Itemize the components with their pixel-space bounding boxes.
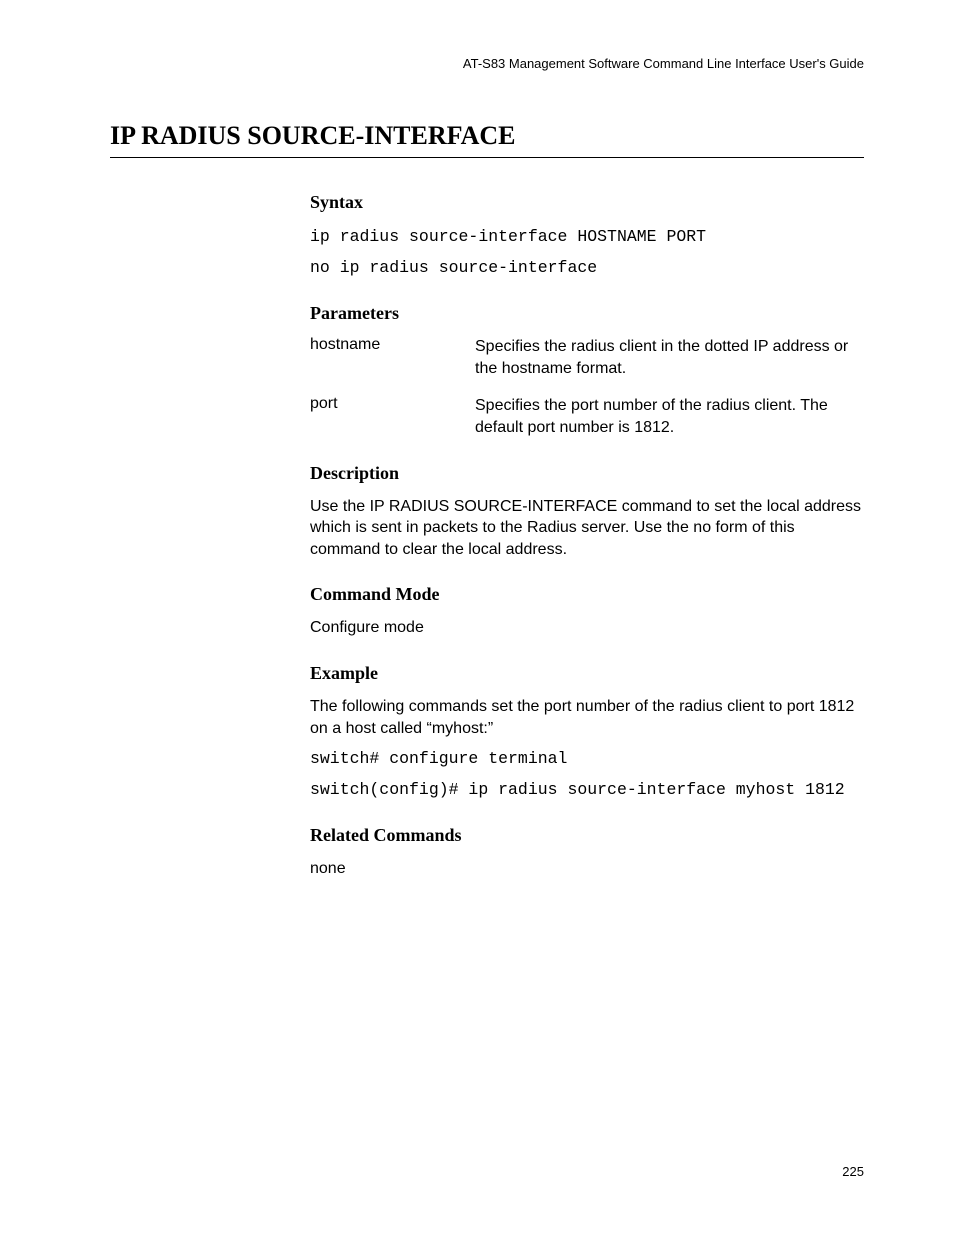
command-mode-heading: Command Mode — [310, 584, 864, 605]
parameter-name: hostname — [310, 336, 475, 379]
parameter-row: hostname Specifies the radius client in … — [310, 336, 864, 379]
example-heading: Example — [310, 663, 864, 684]
description-text: Use the IP RADIUS SOURCE-INTERFACE comma… — [310, 496, 864, 561]
syntax-line-2: no ip radius source-interface — [310, 256, 864, 279]
syntax-line-1: ip radius source-interface HOSTNAME PORT — [310, 225, 864, 248]
page-number: 225 — [842, 1164, 864, 1179]
parameters-heading: Parameters — [310, 303, 864, 324]
description-heading: Description — [310, 463, 864, 484]
content-block: Syntax ip radius source-interface HOSTNA… — [310, 192, 864, 880]
document-page: AT-S83 Management Software Command Line … — [0, 0, 954, 880]
syntax-heading: Syntax — [310, 192, 864, 213]
related-heading: Related Commands — [310, 825, 864, 846]
parameter-row: port Specifies the port number of the ra… — [310, 395, 864, 438]
parameter-name: port — [310, 395, 475, 438]
parameter-desc: Specifies the port number of the radius … — [475, 395, 864, 438]
example-line-1: switch# configure terminal — [310, 747, 864, 770]
command-mode-text: Configure mode — [310, 617, 864, 639]
running-header: AT-S83 Management Software Command Line … — [110, 56, 864, 71]
example-line-2: switch(config)# ip radius source-interfa… — [310, 778, 864, 801]
related-text: none — [310, 858, 864, 880]
page-title: IP RADIUS SOURCE-INTERFACE — [110, 121, 864, 158]
parameter-desc: Specifies the radius client in the dotte… — [475, 336, 864, 379]
example-intro: The following commands set the port numb… — [310, 696, 864, 739]
